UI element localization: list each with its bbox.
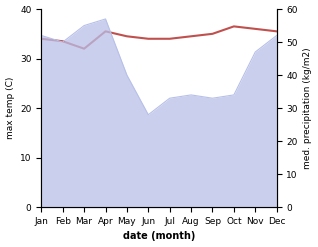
Y-axis label: max temp (C): max temp (C): [5, 77, 15, 139]
Y-axis label: med. precipitation (kg/m2): med. precipitation (kg/m2): [303, 47, 313, 169]
X-axis label: date (month): date (month): [123, 231, 195, 242]
